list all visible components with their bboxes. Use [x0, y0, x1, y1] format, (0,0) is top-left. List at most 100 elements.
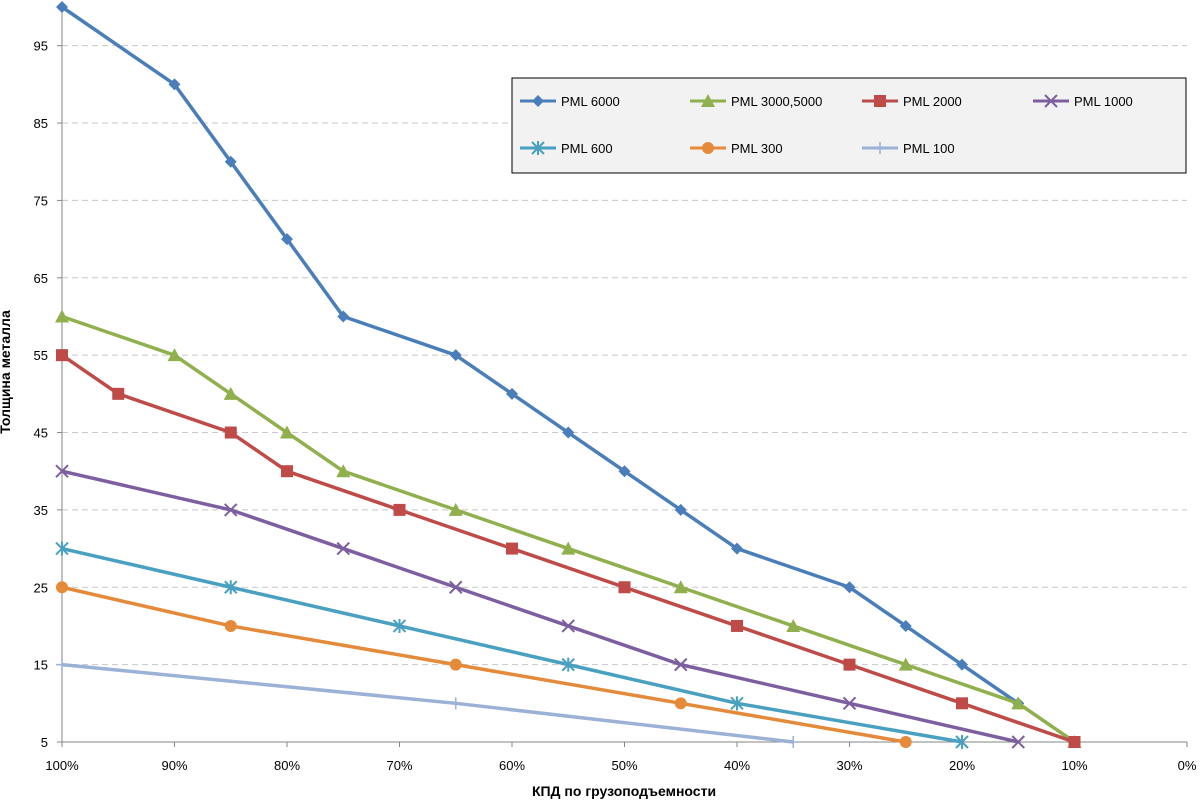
data-point	[1044, 94, 1058, 108]
data-point	[56, 581, 68, 594]
data-point	[449, 697, 462, 710]
data-point	[532, 95, 544, 107]
data-point	[281, 233, 293, 246]
x-tick-label: 30%	[836, 758, 862, 773]
series-pml-100	[56, 658, 800, 748]
data-point	[223, 386, 238, 400]
data-point	[506, 542, 518, 555]
y-tick-label: 5	[41, 735, 48, 750]
series-line	[61, 469, 1019, 744]
data-point	[224, 580, 238, 595]
data-point	[224, 155, 237, 168]
data-point	[561, 657, 575, 672]
legend-label: PML 1000	[1074, 94, 1133, 109]
data-point	[956, 697, 968, 710]
legend-label: PML 300	[731, 141, 783, 156]
series-line	[61, 546, 963, 744]
data-point	[899, 619, 912, 632]
x-tick-label: 0%	[1178, 758, 1197, 773]
legend-box	[511, 77, 1187, 174]
data-point	[674, 657, 688, 672]
data-point	[167, 348, 182, 362]
series-pml-1000	[55, 464, 1025, 749]
data-point	[112, 387, 125, 400]
x-tick-label: 10%	[1061, 758, 1087, 773]
data-point	[1068, 736, 1081, 748]
data-point	[224, 619, 237, 632]
data-point	[874, 95, 886, 107]
data-point	[336, 464, 351, 478]
legend-label: PML 3000,5000	[731, 94, 822, 109]
data-point	[506, 387, 518, 400]
data-point	[898, 657, 913, 671]
data-point	[281, 465, 293, 478]
legend-item: PML 600	[520, 141, 613, 156]
data-point	[955, 735, 969, 749]
data-point	[449, 658, 462, 671]
x-axis-title: КПД по грузоподъемности	[532, 783, 716, 799]
data-point	[731, 542, 743, 555]
data-point	[701, 94, 715, 107]
data-point	[843, 658, 856, 671]
data-point	[55, 309, 69, 323]
x-tick-label: 60%	[499, 758, 525, 773]
legend: PML 6000 PML 3000,5000 PML 2000 PML 1000 PML…	[511, 77, 1187, 174]
data-point	[168, 78, 181, 91]
y-tick-label: 45	[34, 426, 48, 441]
series-line	[61, 314, 1076, 744]
series-pml-600	[55, 541, 969, 749]
data-point	[618, 581, 631, 594]
data-point	[56, 1, 68, 13]
series-layer	[55, 1, 1082, 749]
data-point	[674, 697, 687, 710]
data-point	[55, 464, 69, 478]
series-pml-2000	[56, 349, 1081, 748]
legend-item: PML 2000	[862, 94, 962, 109]
x-tick-label: 100%	[45, 758, 79, 773]
data-point	[56, 349, 68, 362]
data-point	[702, 142, 714, 154]
data-point	[561, 619, 575, 633]
x-tick-label: 40%	[724, 758, 750, 773]
legend-label: PML 6000	[561, 94, 620, 109]
data-point	[280, 425, 294, 439]
data-point	[673, 580, 688, 594]
y-tick-label: 85	[34, 116, 48, 131]
data-point	[1011, 735, 1025, 749]
y-tick-label: 75	[34, 193, 48, 208]
data-point	[392, 618, 407, 633]
data-point	[843, 581, 856, 594]
x-tick-label: 80%	[274, 758, 300, 773]
legend-item: PML 6000	[520, 94, 620, 109]
y-tick-label: 65	[34, 271, 48, 286]
y-tick-label: 35	[34, 503, 48, 518]
legend-label: PML 100	[903, 141, 955, 156]
data-point	[56, 658, 68, 671]
data-point	[787, 736, 800, 748]
data-point	[730, 696, 744, 711]
x-tick-label: 50%	[611, 758, 637, 773]
y-tick-label: 95	[34, 39, 48, 54]
axes: 5 15 25 35 45 55 65 75 85 95 100% 90% 80% 70% 60% 50% 40…	[34, 7, 1197, 773]
data-point	[842, 696, 857, 711]
y-tick-label: 15	[34, 658, 48, 673]
data-point	[393, 503, 406, 516]
y-axis-title: Толщина металла	[0, 310, 13, 434]
data-point	[561, 541, 576, 555]
legend-label: PML 600	[561, 141, 613, 156]
legend-item: PML 1000	[1033, 94, 1133, 109]
data-point	[562, 426, 575, 439]
data-point	[618, 465, 631, 478]
x-tick-label: 70%	[386, 758, 412, 773]
data-point	[224, 426, 237, 439]
x-tick-label: 20%	[949, 758, 975, 773]
series-pml-300	[56, 581, 912, 748]
data-point	[1011, 696, 1026, 710]
data-point	[899, 736, 912, 748]
data-point	[337, 310, 350, 323]
data-point	[874, 142, 886, 154]
data-point	[449, 580, 463, 594]
data-point	[224, 503, 238, 517]
data-point	[731, 619, 743, 632]
